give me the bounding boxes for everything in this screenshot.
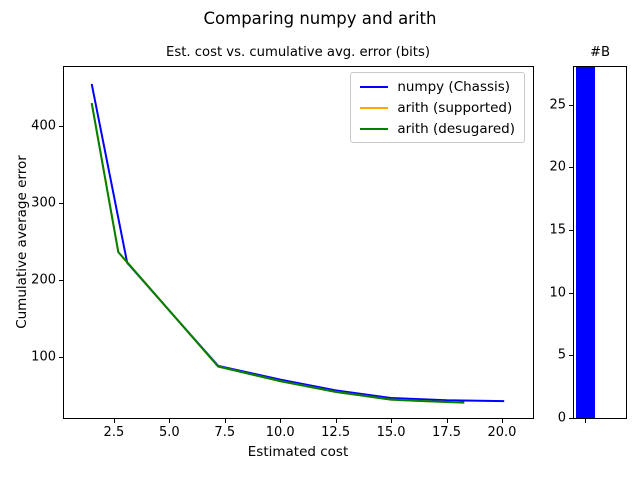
- main-plot: numpy (Chassis) arith (supported) arith (d…: [63, 66, 534, 419]
- figure-title: Comparing numpy and arith: [203, 9, 437, 28]
- x-tick-label: 20.0: [487, 425, 517, 440]
- main-plot-canvas: [90, 83, 505, 404]
- legend-line-swatch: [360, 85, 389, 88]
- bar-y-tick-label: 10: [549, 285, 566, 301]
- x-tick-label: 15.0: [376, 425, 406, 440]
- legend: numpy (Chassis) arith (supported) arith (d…: [350, 72, 525, 143]
- x-tick-mark: [113, 419, 115, 423]
- y-axis-label: Cumulative average error: [14, 155, 30, 329]
- x-tick-mark: [280, 419, 282, 423]
- x-tick-label: 17.5: [432, 425, 461, 440]
- x-axis-label: Estimated cost: [247, 444, 349, 460]
- bar-y-tick-mark: [569, 292, 573, 294]
- bar-y-tick-label: 15: [549, 222, 566, 238]
- legend-line-swatch: [360, 127, 389, 130]
- y-tick-label: 200: [31, 272, 56, 288]
- legend-entry: numpy (Chassis): [360, 76, 515, 97]
- bar-y-tick-label: 5: [557, 347, 566, 363]
- x-tick-label: 12.5: [321, 425, 351, 440]
- x-tick-mark: [446, 419, 448, 423]
- x-tick-label: 2.5: [103, 425, 125, 440]
- x-tick-mark: [391, 419, 393, 423]
- x-tick-mark: [335, 419, 337, 423]
- bar-x-tick-mark: [585, 419, 586, 423]
- y-tick-label: 400: [31, 118, 56, 134]
- bar-plot-title: #B: [589, 45, 611, 60]
- legend-label: arith (desugared): [397, 120, 515, 137]
- bar-y-tick-mark: [569, 229, 573, 231]
- x-tick-label: 7.5: [214, 425, 236, 440]
- y-tick-mark: [59, 279, 63, 281]
- bar-y-tick-label: 25: [549, 97, 566, 113]
- y-tick-mark: [59, 202, 63, 204]
- y-tick-mark: [59, 356, 63, 358]
- bar-y-tick-mark: [569, 104, 573, 106]
- legend-label: numpy (Chassis): [397, 78, 511, 95]
- bar-segment: [576, 67, 595, 418]
- series-line-2: [90, 102, 465, 404]
- series-line-1: [90, 102, 465, 404]
- bar-y-tick-label: 0: [557, 410, 566, 426]
- bar-y-tick-mark: [569, 167, 573, 169]
- bar-y-tick-label: 20: [549, 159, 566, 175]
- legend-entry: arith (supported): [360, 97, 515, 118]
- legend-line-swatch: [360, 106, 389, 109]
- x-tick-mark: [169, 419, 171, 423]
- x-tick-mark: [224, 419, 226, 423]
- x-tick-mark: [501, 419, 503, 423]
- y-tick-mark: [59, 126, 63, 128]
- x-tick-label: 5.0: [158, 425, 180, 440]
- bar-y-tick-mark: [569, 418, 573, 419]
- legend-entry: arith (desugared): [360, 118, 515, 139]
- bar-plot: [573, 66, 627, 419]
- x-tick-label: 10.0: [265, 425, 295, 440]
- bar-y-tick-mark: [569, 355, 573, 357]
- main-plot-title: Est. cost vs. cumulative avg. error (bit…: [166, 45, 430, 60]
- y-tick-label: 100: [31, 349, 56, 365]
- legend-label: arith (supported): [397, 99, 513, 116]
- y-tick-label: 300: [31, 195, 56, 211]
